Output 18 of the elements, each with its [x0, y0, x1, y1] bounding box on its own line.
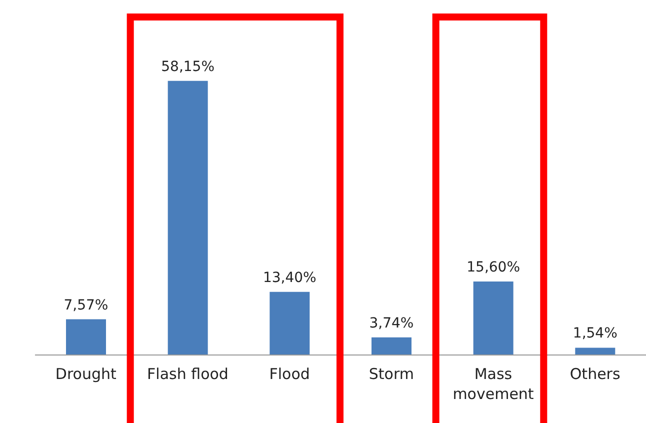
- bar: [66, 319, 106, 355]
- data-label: 58,15%: [161, 58, 215, 75]
- data-label: 7,57%: [64, 297, 108, 314]
- x-tick-label: Flood: [269, 365, 310, 383]
- data-label: 1,54%: [572, 326, 618, 342]
- data-label: 3,74%: [369, 315, 414, 332]
- x-tick-label: Others: [570, 365, 620, 383]
- bar: [575, 348, 616, 355]
- data-label: 13,40%: [262, 270, 316, 286]
- bar: [473, 281, 514, 355]
- data-label: 15,60%: [466, 259, 520, 276]
- x-tick-label: Drought: [55, 365, 117, 383]
- bar: [168, 80, 208, 355]
- x-tick-label: Flash flood: [147, 365, 228, 383]
- x-tick-label: Mass movement: [452, 365, 534, 403]
- bar: [372, 337, 412, 355]
- bar: [270, 292, 310, 355]
- x-tick-label: Storm: [368, 365, 414, 383]
